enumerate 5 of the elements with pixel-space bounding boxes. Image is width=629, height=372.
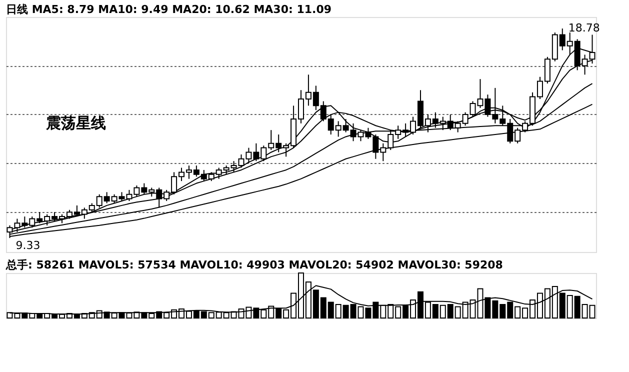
annotation: 18.78 — [568, 22, 600, 35]
chart-title: 日线 MA5: 8.79 MA10: 9.49 MA20: 10.62 MA30: 11.09 — [6, 3, 332, 16]
annotation: 9.33 — [16, 239, 40, 252]
chart-title: 总手: 58261 MAVOL5: 57534 MAVOL10: 49903 MAVOL20: 54902 MAVOL30: 59208 — [5, 258, 503, 272]
annotation: 震荡星线 — [45, 114, 106, 132]
